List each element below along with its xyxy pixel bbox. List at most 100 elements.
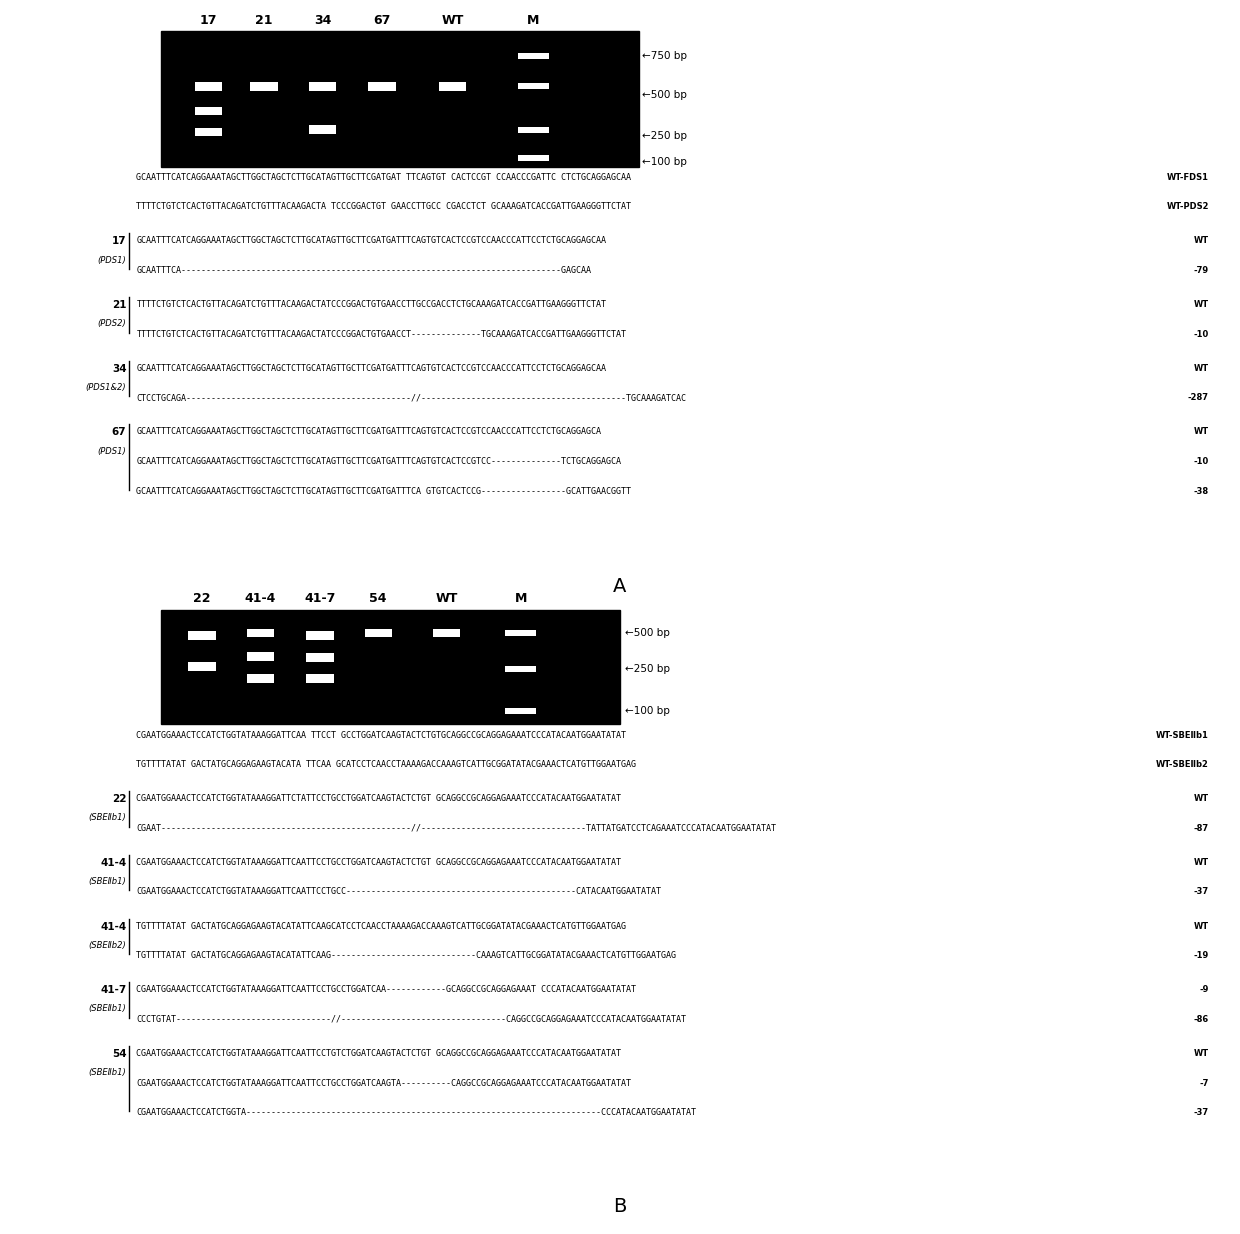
Text: CCCTGTAT-------------------------------//---------------------------------CAGGCC: CCCTGTAT-------------------------------/… — [136, 1014, 687, 1024]
Text: (SBEⅡb2): (SBEⅡb2) — [89, 940, 126, 950]
Text: ←500 bp: ←500 bp — [642, 90, 687, 100]
Text: (PDS1): (PDS1) — [98, 255, 126, 264]
Text: ←750 bp: ←750 bp — [642, 51, 687, 60]
Bar — [247, 652, 274, 661]
Text: -37: -37 — [1194, 1108, 1209, 1117]
Text: ←250 bp: ←250 bp — [642, 131, 687, 141]
Text: -19: -19 — [1194, 951, 1209, 960]
Bar — [309, 81, 336, 90]
Text: WT: WT — [1194, 364, 1209, 373]
Text: WT: WT — [1194, 1049, 1209, 1058]
Bar — [439, 81, 466, 90]
Text: M: M — [515, 591, 527, 605]
Text: WT: WT — [441, 14, 464, 27]
Text: A: A — [614, 576, 626, 596]
Text: -287: -287 — [1188, 394, 1209, 402]
Text: ←100 bp: ←100 bp — [642, 157, 687, 167]
Text: CGAATGGAAACTCCATCTGGTATAAAGGATTCAATTCCTGCC--------------------------------------: CGAATGGAAACTCCATCTGGTATAAAGGATTCAATTCCTG… — [136, 887, 661, 896]
Bar — [506, 666, 536, 671]
Text: 41-7: 41-7 — [100, 985, 126, 996]
Text: -87: -87 — [1194, 824, 1209, 833]
Text: WT: WT — [435, 591, 458, 605]
Text: (SBEⅡb1): (SBEⅡb1) — [89, 877, 126, 886]
Text: GCAATTTCA-----------------------------------------------------------------------: GCAATTTCA-------------------------------… — [136, 267, 591, 275]
Text: TTTTCTGTCTCACTGTTACAGATCTGTTTACAAGACTA TCCCGGACTGT GAACCTTGCC CGACCTCT GCAAAGATC: TTTTCTGTCTCACTGTTACAGATCTGTTTACAAGACTA T… — [136, 202, 631, 211]
Text: -10: -10 — [1194, 457, 1209, 466]
Text: -9: -9 — [1199, 985, 1209, 995]
Text: CGAATGGAAACTCCATCTGGTATAAAGGATTCAATTCCTGCCTGGATCAA------------GCAGGCCGCAGGAGAAAT: CGAATGGAAACTCCATCTGGTATAAAGGATTCAATTCCTG… — [136, 985, 636, 995]
Text: 34: 34 — [314, 14, 331, 27]
Text: 54: 54 — [112, 1049, 126, 1059]
Text: 17: 17 — [112, 237, 126, 247]
Text: -79: -79 — [1194, 267, 1209, 275]
Bar — [195, 128, 222, 137]
Text: WT-SBEⅡb2: WT-SBEⅡb2 — [1156, 760, 1209, 769]
Text: WT-FDS1: WT-FDS1 — [1167, 173, 1209, 181]
Text: WT: WT — [1194, 427, 1209, 437]
Text: GCAATTTCATCAGGAAATAGCTTGGCTAGCTCTTGCATAGTTGCTTCGATGATTTCAGTGTCACTCCGTCCAACCCATTC: GCAATTTCATCAGGAAATAGCTTGGCTAGCTCTTGCATAG… — [136, 427, 601, 437]
Text: GCAATTTCATCAGGAAATAGCTTGGCTAGCTCTTGCATAGTTGCTTCGATGATTTCAGTGTCACTCCGTCCAACCCATTC: GCAATTTCATCAGGAAATAGCTTGGCTAGCTCTTGCATAG… — [136, 237, 606, 246]
Text: WT: WT — [1194, 300, 1209, 308]
Text: CGAATGGAAACTCCATCTGGTATAAAGGATTCAA TTCCT GCCTGGATCAAGTACTCTGTGCAGGCCGCAGGAGAAATC: CGAATGGAAACTCCATCTGGTATAAAGGATTCAA TTCCT… — [136, 731, 626, 739]
Text: 41-7: 41-7 — [304, 591, 336, 605]
Bar — [306, 632, 334, 640]
Bar — [368, 81, 396, 90]
Text: TTTTCTGTCTCACTGTTACAGATCTGTTTACAAGACTATCCCGGACTGTGAACCT--------------TGCAAAGATCA: TTTTCTGTCTCACTGTTACAGATCTGTTTACAAGACTATC… — [136, 329, 626, 338]
Text: WT-SBEⅡb1: WT-SBEⅡb1 — [1156, 731, 1209, 739]
Text: 67: 67 — [373, 14, 391, 27]
Bar — [247, 629, 274, 637]
Text: (PDS2): (PDS2) — [98, 320, 126, 328]
Bar — [195, 81, 222, 90]
Bar — [433, 629, 460, 637]
Text: -86: -86 — [1194, 1014, 1209, 1024]
Text: CGAATGGAAACTCCATCTGGTA----------------------------------------------------------: CGAATGGAAACTCCATCTGGTA------------------… — [136, 1108, 697, 1117]
Text: CGAATGGAAACTCCATCTGGTATAAAGGATTCAATTCCTGTCTGGATCAAGTACTCTGT GCAGGCCGCAGGAGAAATCC: CGAATGGAAACTCCATCTGGTATAAAGGATTCAATTCCTG… — [136, 1049, 621, 1058]
Text: TGTTTTATAT GACTATGCAGGAGAAGTACATATTCAAGCATCCTCAACCTAAAAGACCAAAGTCATTGCGGATATACGA: TGTTTTATAT GACTATGCAGGAGAAGTACATATTCAAGC… — [136, 922, 626, 930]
Bar — [365, 629, 392, 637]
Text: CGAATGGAAACTCCATCTGGTATAAAGGATTCTATTCCTGCCTGGATCAAGTACTCTGT GCAGGCCGCAGGAGAAATCC: CGAATGGAAACTCCATCTGGTATAAAGGATTCTATTCCTG… — [136, 795, 621, 803]
Bar — [517, 84, 548, 89]
Text: ←500 bp: ←500 bp — [625, 628, 670, 638]
Bar — [195, 107, 222, 115]
Bar — [306, 654, 334, 661]
Text: 21: 21 — [255, 14, 273, 27]
Bar — [188, 661, 216, 671]
Text: WT-PDS2: WT-PDS2 — [1167, 202, 1209, 211]
Text: WT: WT — [1194, 922, 1209, 930]
Text: 54: 54 — [370, 591, 387, 605]
Text: 67: 67 — [112, 427, 126, 438]
Text: 22: 22 — [112, 795, 126, 805]
Text: CGAATGGAAACTCCATCTGGTATAAAGGATTCAATTCCTGCCTGGATCAAGTACTCTGT GCAGGCCGCAGGAGAAATCC: CGAATGGAAACTCCATCTGGTATAAAGGATTCAATTCCTG… — [136, 858, 621, 866]
Text: WT: WT — [1194, 795, 1209, 803]
Bar — [306, 674, 334, 684]
Text: GCAATTTCATCAGGAAATAGCTTGGCTAGCTCTTGCATAGTTGCTTCGATGATTTCAGTGTCACTCCGTCC---------: GCAATTTCATCAGGAAATAGCTTGGCTAGCTCTTGCATAG… — [136, 457, 621, 466]
Text: 17: 17 — [200, 14, 217, 27]
Text: -10: -10 — [1194, 329, 1209, 338]
Bar — [161, 31, 639, 167]
Text: ←250 bp: ←250 bp — [625, 664, 670, 674]
Text: WT: WT — [1194, 237, 1209, 246]
Bar — [161, 610, 620, 724]
Text: (SBEⅡb1): (SBEⅡb1) — [89, 1069, 126, 1077]
Text: 34: 34 — [112, 364, 126, 374]
Bar — [309, 126, 336, 133]
Text: GCAATTTCATCAGGAAATAGCTTGGCTAGCTCTTGCATAGTTGCTTCGATGATTTCAGTGTCACTCCGTCCAACCCATTC: GCAATTTCATCAGGAAATAGCTTGGCTAGCTCTTGCATAG… — [136, 364, 606, 373]
Bar — [506, 708, 536, 713]
Bar — [517, 155, 548, 160]
Bar — [250, 81, 278, 90]
Text: ←100 bp: ←100 bp — [625, 706, 670, 716]
Bar — [247, 674, 274, 684]
Text: 21: 21 — [112, 300, 126, 310]
Text: GCAATTTCATCAGGAAATAGCTTGGCTAGCTCTTGCATAGTTGCTTCGATGAT TTCAGTGT CACTCCGT CCAACCCG: GCAATTTCATCAGGAAATAGCTTGGCTAGCTCTTGCATAG… — [136, 173, 631, 181]
Text: -7: -7 — [1199, 1079, 1209, 1087]
Text: 41-4: 41-4 — [244, 591, 277, 605]
Bar — [517, 127, 548, 132]
Text: (SBEⅡb1): (SBEⅡb1) — [89, 813, 126, 822]
Text: CTCCTGCAGA---------------------------------------------//-----------------------: CTCCTGCAGA------------------------------… — [136, 394, 687, 402]
Bar — [506, 631, 536, 636]
Bar — [188, 632, 216, 640]
Text: 41-4: 41-4 — [100, 922, 126, 932]
Text: (PDS1&2): (PDS1&2) — [86, 383, 126, 392]
Text: TTTTCTGTCTCACTGTTACAGATCTGTTTACAAGACTATCCCGGACTGTGAACCTTGCCGACCTCTGCAAAGATCACCGA: TTTTCTGTCTCACTGTTACAGATCTGTTTACAAGACTATC… — [136, 300, 606, 308]
Text: TGTTTTATAT GACTATGCAGGAGAAGTACATA TTCAA GCATCCTCAACCTAAAAGACCAAAGTCATTGCGGATATAC: TGTTTTATAT GACTATGCAGGAGAAGTACATA TTCAA … — [136, 760, 636, 769]
